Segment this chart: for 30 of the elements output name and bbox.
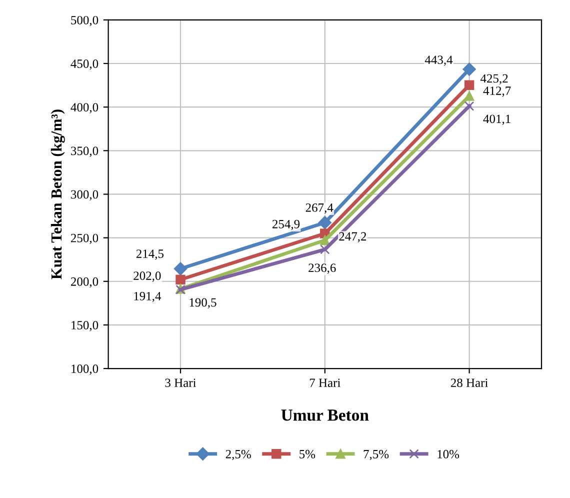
- data-label: 236,6: [308, 264, 336, 274]
- y-tick-label: 200,0: [71, 277, 98, 288]
- y-tick-label: 350,0: [71, 146, 98, 157]
- y-tick-label: 100,0: [72, 364, 98, 375]
- legend-label: 7,5%: [364, 450, 389, 460]
- y-tick-label: 450,0: [70, 60, 98, 70]
- y-tick-label: 400,0: [70, 103, 98, 114]
- y-tick-label: 500,0: [71, 16, 98, 26]
- x-tick-label: 28 Hari: [450, 378, 488, 388]
- data-label: 191,4: [134, 292, 162, 302]
- y-tick-label: 250,0: [71, 234, 98, 244]
- legend-label: 5%: [300, 450, 316, 458]
- data-label: 401,1: [483, 114, 510, 125]
- x-tick-label: 7 Hari: [310, 378, 340, 388]
- legend-label: 2,5%: [226, 450, 251, 460]
- x-axis-title: Umur Beton: [281, 410, 369, 421]
- legend-label: 10%: [438, 450, 460, 458]
- y-tick-label: 300,0: [71, 190, 98, 200]
- data-label: 267,4: [306, 203, 334, 214]
- data-label: 254,9: [272, 220, 300, 230]
- data-label: 247,2: [339, 232, 366, 242]
- data-label: 425,2: [480, 74, 508, 84]
- data-label: 214,5: [136, 250, 164, 260]
- data-label: 443,4: [424, 56, 453, 66]
- data-label: 412,7: [483, 86, 511, 97]
- data-label: 202,0: [134, 272, 161, 282]
- data-label: 190,5: [190, 298, 216, 308]
- x-tick-label: 3 Hari: [165, 378, 196, 388]
- y-axis-title: Kuat Tekan Beton (kg/m³): [50, 110, 65, 280]
- y-tick-label: 150,0: [72, 320, 98, 332]
